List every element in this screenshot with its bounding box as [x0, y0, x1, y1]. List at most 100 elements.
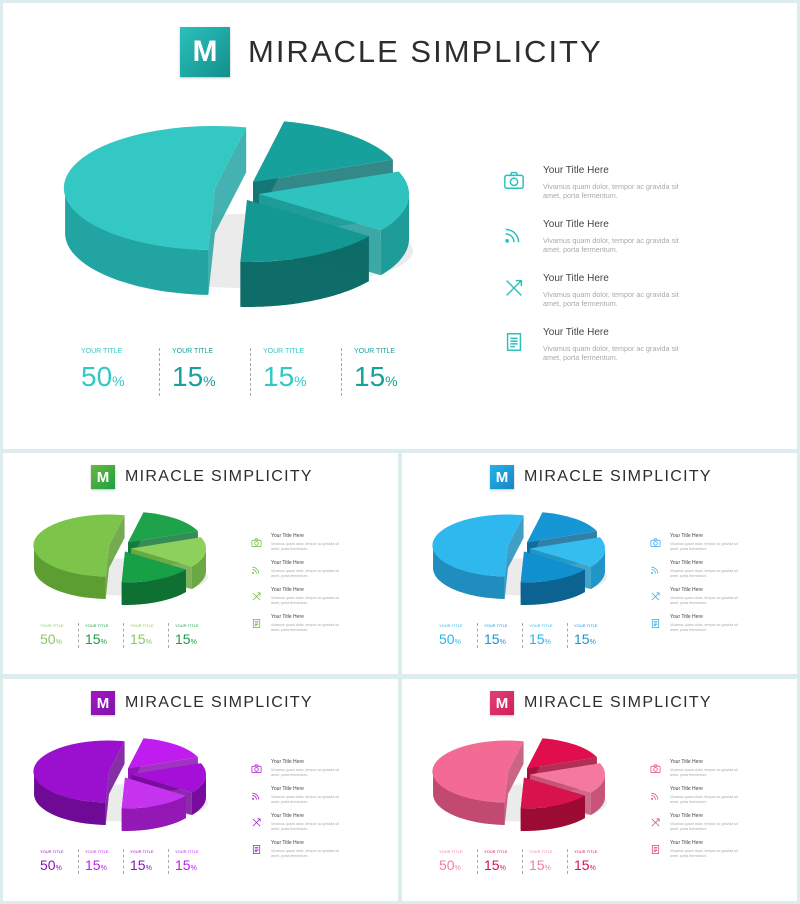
stat-number: 15: [574, 631, 590, 647]
stat-unit: %: [55, 639, 62, 646]
legend-item: Your Title Here Vivamus quam dolor, tempo…: [650, 840, 750, 867]
pie-chart: [432, 738, 607, 831]
legend-text: Your Title Here Vivamus quam dolor, tempo…: [271, 560, 346, 587]
slide-purple: M MIRACLE SIMPLICITY YOUR TITLE 50% YOUR TIT…: [3, 679, 398, 901]
stat-item: YOUR TITLE 15%: [123, 849, 168, 874]
document-icon: [251, 842, 262, 854]
stat-item: YOUR TITLE 50%: [435, 849, 477, 874]
stat-label: YOUR TITLE: [172, 348, 214, 355]
legend-text: Your Title Here Vivamus quam dolor, tempo…: [543, 165, 693, 219]
legend-list: Your Title Here Vivamus quam dolor, tempo…: [650, 533, 750, 641]
stat-label: YOUR TITLE: [354, 348, 396, 355]
stat-unit: %: [100, 639, 107, 646]
stat-value: 15%: [85, 857, 123, 873]
stat-label: YOUR TITLE: [529, 849, 553, 854]
stat-value: 50%: [81, 361, 159, 393]
logo-badge: M: [91, 465, 115, 489]
legend-title: Your Title Here: [543, 219, 609, 230]
stat-item: YOUR TITLE 15%: [341, 348, 432, 396]
stat-unit: %: [499, 639, 506, 646]
legend-item: Your Title Here Vivamus quam dolor, tempo…: [650, 813, 750, 840]
stat-value: 50%: [439, 857, 477, 873]
camera-icon: [650, 535, 661, 547]
camera-icon: [251, 761, 262, 773]
logo-badge: M: [91, 691, 115, 715]
legend-item: Your Title Here Vivamus quam dolor, tempo…: [251, 614, 351, 641]
stats-row: YOUR TITLE 50% YOUR TITLE 15% YOUR TITLE 15% Y…: [435, 623, 612, 648]
stat-value: 15%: [354, 361, 432, 393]
stat-item: YOUR TITLE 15%: [123, 623, 168, 648]
stat-item: YOUR TITLE 50%: [435, 623, 477, 648]
legend-list: Your Title Here Vivamus quam dolor, tempo…: [251, 533, 351, 641]
legend-item: Your Title Here Vivamus quam dolor, tempo…: [251, 786, 351, 813]
pie-slice-4: [240, 200, 369, 307]
pie-slice-4: [121, 777, 186, 831]
legend-desc: Vivamus quam dolor, tempor ac gravida si…: [670, 596, 738, 605]
legend-item: Your Title Here Vivamus quam dolor, tempo…: [251, 813, 351, 840]
legend-text: Your Title Here Vivamus quam dolor, tempo…: [670, 533, 745, 560]
pie-slice-1: [432, 740, 524, 825]
airplane-icon: [650, 815, 661, 827]
stat-value: 15%: [175, 857, 213, 873]
slide-header: M MIRACLE SIMPLICITY: [91, 465, 313, 489]
legend-list: Your Title Here Vivamus quam dolor, tempo…: [251, 759, 351, 867]
stat-unit: %: [145, 865, 152, 872]
stat-value: 50%: [40, 857, 78, 873]
brand-title: MIRACLE SIMPLICITY: [524, 694, 712, 711]
stat-number: 15: [172, 361, 204, 392]
legend-item: Your Title Here Vivamus quam dolor, tempo…: [251, 759, 351, 786]
stat-item: YOUR TITLE 15%: [522, 849, 567, 874]
stat-label: YOUR TITLE: [574, 623, 598, 628]
legend-desc: Vivamus quam dolor, tempor ac gravida si…: [543, 344, 679, 363]
legend-text: Your Title Here Vivamus quam dolor, tempo…: [670, 840, 745, 867]
brand-title: MIRACLE SIMPLICITY: [125, 468, 313, 485]
legend-title: Your Title Here: [670, 614, 703, 620]
stat-unit: %: [544, 639, 551, 646]
stat-unit: %: [454, 639, 461, 646]
legend-item: Your Title Here Vivamus quam dolor, tempo…: [650, 533, 750, 560]
legend-title: Your Title Here: [670, 759, 703, 765]
legend-text: Your Title Here Vivamus quam dolor, tempo…: [271, 614, 346, 641]
slide-green: M MIRACLE SIMPLICITY YOUR TITLE 50% YOUR TIT…: [3, 453, 398, 674]
stat-value: 15%: [574, 631, 612, 647]
legend-text: Your Title Here Vivamus quam dolor, tempo…: [543, 327, 693, 381]
pie-chart: [432, 512, 607, 605]
stat-item: YOUR TITLE 15%: [477, 623, 522, 648]
wifi-icon: [251, 562, 262, 574]
stat-label: YOUR TITLE: [263, 348, 305, 355]
brand-title: MIRACLE SIMPLICITY: [524, 468, 712, 485]
airplane-icon: [251, 589, 262, 601]
stat-item: YOUR TITLE 15%: [250, 348, 341, 396]
stat-value: 15%: [175, 631, 213, 647]
legend-text: Your Title Here Vivamus quam dolor, tempo…: [670, 813, 745, 840]
legend-desc: Vivamus quam dolor, tempor ac gravida si…: [271, 542, 339, 551]
legend-desc: Vivamus quam dolor, tempor ac gravida si…: [271, 822, 339, 831]
pie-slice-4: [520, 777, 585, 831]
legend-title: Your Title Here: [670, 533, 703, 539]
stat-label: YOUR TITLE: [484, 849, 508, 854]
legend-desc: Vivamus quam dolor, tempor ac gravida si…: [670, 795, 738, 804]
legend-text: Your Title Here Vivamus quam dolor, tempo…: [670, 759, 745, 786]
stat-label: YOUR TITLE: [484, 623, 508, 628]
stats-row: YOUR TITLE 50% YOUR TITLE 15% YOUR TITLE 15% Y…: [435, 849, 612, 874]
legend-title: Your Title Here: [271, 786, 304, 792]
pie-slice-4: [520, 551, 585, 605]
stat-value: 15%: [85, 631, 123, 647]
legend-text: Your Title Here Vivamus quam dolor, tempo…: [670, 614, 745, 641]
legend-desc: Vivamus quam dolor, tempor ac gravida si…: [271, 795, 339, 804]
stat-label: YOUR TITLE: [85, 849, 109, 854]
legend-desc: Vivamus quam dolor, tempor ac gravida si…: [543, 182, 679, 201]
pie-slice-1: [33, 514, 125, 599]
airplane-icon: [251, 815, 262, 827]
stat-label: YOUR TITLE: [40, 849, 64, 854]
stat-item: YOUR TITLE 15%: [168, 849, 213, 874]
stat-number: 15: [529, 857, 545, 873]
legend-item: Your Title Here Vivamus quam dolor, tempo…: [251, 587, 351, 614]
legend-text: Your Title Here Vivamus quam dolor, tempo…: [271, 813, 346, 840]
brand-title: MIRACLE SIMPLICITY: [248, 34, 603, 69]
camera-icon: [650, 761, 661, 773]
stat-unit: %: [100, 865, 107, 872]
stat-number: 50: [40, 631, 56, 647]
logo-badge: M: [180, 27, 230, 77]
stat-unit: %: [499, 865, 506, 872]
